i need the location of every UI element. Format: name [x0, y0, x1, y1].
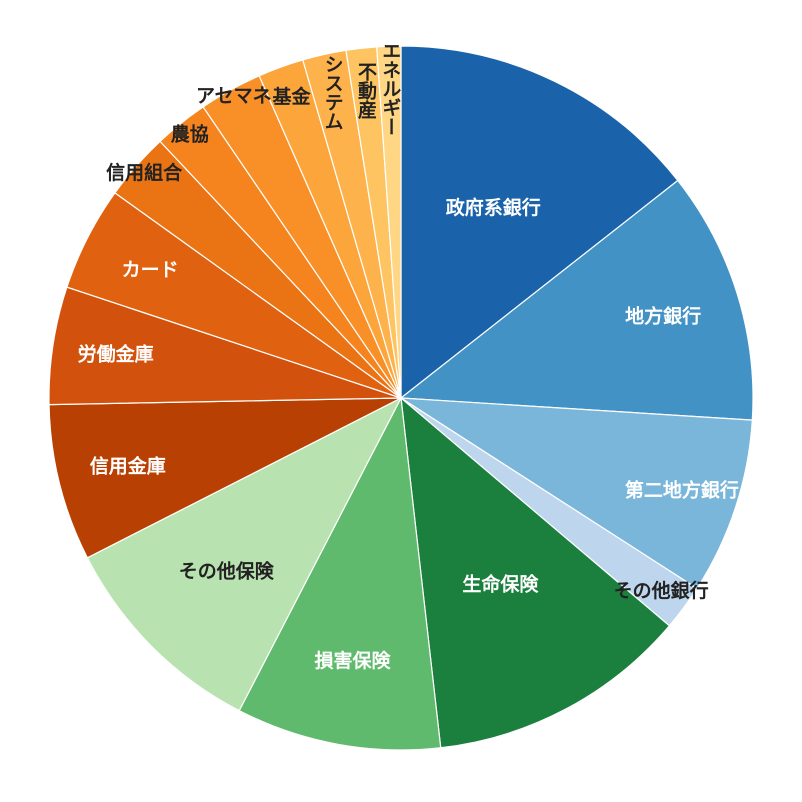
pie-slice-16 — [376, 45, 402, 399]
pie-slice-label-8: 労働金庫 — [78, 343, 154, 366]
pie-slice-7 — [48, 397, 402, 559]
pie-slice-6 — [86, 396, 403, 712]
pie-slice-label-5: 損害保険 — [315, 649, 392, 672]
pie-slice-label-10: 信用組合 — [106, 161, 183, 184]
pie-slice-5 — [238, 395, 442, 751]
pie-slice-label-12: アセマネ — [196, 85, 272, 107]
pie-slice-1 — [399, 179, 754, 421]
pie-slice-label-0: 政府系銀行 — [446, 196, 541, 219]
pie-slice-label-15: 不動産 — [355, 62, 377, 120]
pie-slice-label-11: 農協 — [171, 123, 209, 145]
pie-slice-label-13: 基金 — [272, 85, 312, 108]
pie-slice-label-1: 地方銀行 — [625, 304, 701, 327]
pie-slice-label-16: エネルギー — [379, 41, 401, 136]
pie-slice-label-7: 信用金庫 — [90, 454, 166, 477]
pie-slice-label-2: 第二地方銀行 — [625, 478, 739, 501]
pie-slice-label-9: カード — [122, 259, 179, 281]
pie-slice-label-3: その他銀行 — [614, 579, 709, 602]
pie-slice-2 — [398, 397, 753, 590]
pie-slice-label-6: その他保険 — [179, 560, 275, 583]
pie-slice-0 — [400, 45, 679, 400]
pie-slice-label-4: 生命保険 — [462, 572, 539, 595]
pie-slices — [48, 45, 754, 751]
pie-slice-4 — [400, 396, 671, 749]
pie-slice-label-14: システム — [322, 54, 344, 130]
